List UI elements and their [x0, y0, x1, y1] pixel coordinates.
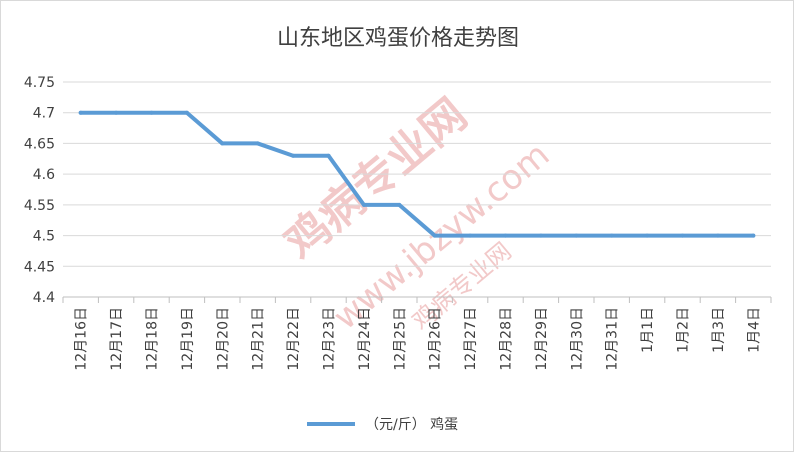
- y-tick-label: 4.7: [33, 106, 55, 122]
- x-tick-label: 1月3日: [711, 307, 727, 353]
- data-point: [503, 233, 508, 238]
- data-point: [751, 233, 756, 238]
- x-tick-label: 1月1日: [640, 307, 656, 353]
- x-tick-label: 12月16日: [74, 307, 90, 371]
- data-point: [715, 233, 720, 238]
- x-tick-label: 12月23日: [322, 307, 338, 371]
- x-tick-label: 12月21日: [251, 307, 267, 371]
- x-tick-label: 12月25日: [392, 307, 408, 371]
- x-axis-ticks: 12月16日 12月17日 12月18日 12月19日 12月20日 12月21日 12月2…: [74, 307, 763, 371]
- data-point: [149, 110, 154, 115]
- legend: （元/斤） 鸡蛋: [307, 416, 458, 433]
- data-point: [609, 233, 614, 238]
- data-point: [291, 153, 296, 158]
- x-tick-label: 12月19日: [180, 307, 196, 371]
- y-tick-label: 4.4: [33, 290, 55, 306]
- x-tick-label: 12月18日: [145, 307, 161, 371]
- x-tick-label: 12月27日: [463, 307, 479, 371]
- data-point: [468, 233, 473, 238]
- legend-label: （元/斤） 鸡蛋: [365, 416, 458, 433]
- data-point: [78, 110, 83, 115]
- data-point: [326, 153, 331, 158]
- x-tick-label: 12月29日: [534, 307, 550, 371]
- data-point: [184, 110, 189, 115]
- x-tick-label: 12月24日: [357, 307, 373, 371]
- x-tick-label: 12月17日: [109, 307, 125, 371]
- x-tick-label: 12月22日: [286, 307, 302, 371]
- y-tick-label: 4.45: [24, 259, 55, 275]
- x-tick-label: 12月20日: [215, 307, 231, 371]
- data-point: [432, 233, 437, 238]
- x-tick-label: 12月31日: [605, 307, 621, 371]
- x-tick-label: 12月28日: [499, 307, 515, 371]
- x-axis: [62, 296, 772, 303]
- data-point: [397, 202, 402, 207]
- x-tick-label: 12月30日: [569, 307, 585, 371]
- y-tick-label: 4.75: [24, 75, 55, 91]
- data-point: [220, 141, 225, 146]
- data-point: [574, 233, 579, 238]
- data-point: [114, 110, 119, 115]
- series-layer: [78, 110, 756, 238]
- data-point: [255, 141, 260, 146]
- y-tick-label: 4.6: [33, 167, 55, 183]
- x-tick-label: 1月2日: [676, 307, 692, 353]
- y-axis-ticks: 4.4 4.45 4.5 4.55 4.6 4.65 4.7 4.75: [24, 75, 55, 306]
- chart-title: 山东地区鸡蛋价格走势图: [277, 26, 519, 51]
- gridlines: [63, 81, 771, 267]
- watermark: 鸡病专业网 www.jbzyw.com 鸡病专业网: [275, 89, 557, 338]
- x-tick-label: 1月4日: [746, 307, 762, 353]
- data-point: [538, 233, 543, 238]
- data-point: [680, 233, 685, 238]
- data-point: [645, 233, 650, 238]
- y-tick-label: 4.5: [33, 229, 55, 245]
- y-tick-label: 4.65: [24, 136, 55, 152]
- data-point: [361, 202, 366, 207]
- series-line: [78, 110, 756, 238]
- y-tick-label: 4.55: [24, 198, 55, 214]
- x-tick-label: 12月26日: [428, 307, 444, 371]
